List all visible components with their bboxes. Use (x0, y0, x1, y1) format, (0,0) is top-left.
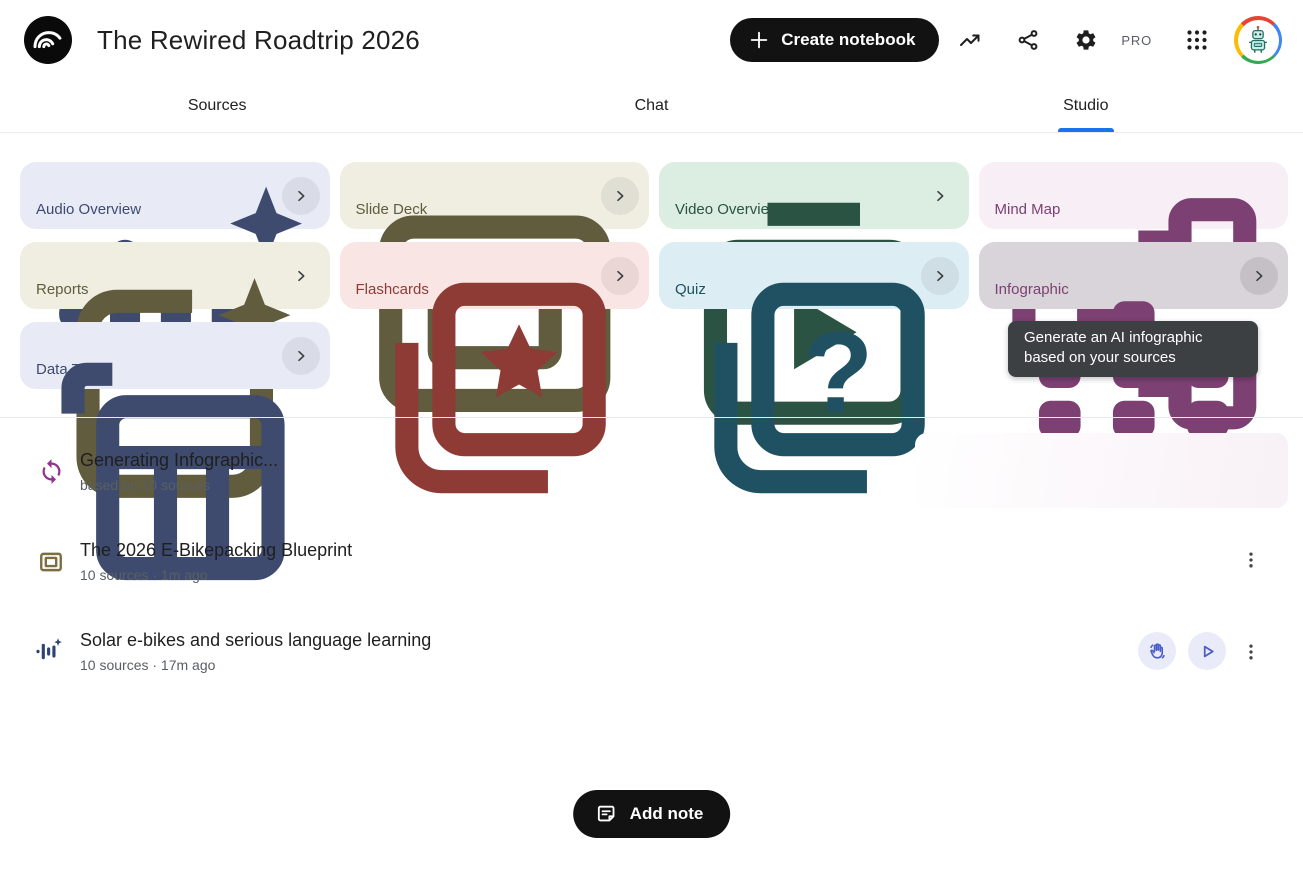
artifact-text: Solar e-bikes and serious language learn… (80, 630, 431, 673)
sync-progress-icon (38, 458, 65, 485)
card-infographic[interactable]: Infographic (978, 242, 1288, 438)
card-label: Data Table (36, 361, 108, 378)
chevron-right-icon[interactable] (601, 176, 639, 215)
slide-deck-icon (38, 549, 64, 575)
card-label: Infographic (994, 281, 1069, 298)
artifact-row-slide-deck[interactable]: The 2026 E-Bikepacking Blueprint 10 sour… (0, 520, 1303, 610)
card-label: Reports (36, 281, 89, 298)
chevron-right-icon[interactable] (282, 257, 320, 295)
plus-icon (748, 29, 770, 51)
artifact-subtitle: 10 sources · 17m ago (80, 657, 216, 673)
card-flashcards[interactable]: Flashcards (339, 242, 649, 494)
header-actions: Create notebook PRO (730, 16, 1282, 64)
artifact-text: Generating Infographic... based on 10 so… (80, 450, 278, 493)
card-label: Audio Overview (36, 201, 142, 218)
infographic-tooltip: Generate an AI infographic based on your… (1008, 321, 1258, 377)
main-tabs: Sources Chat Studio (0, 80, 1303, 133)
trending-up-icon[interactable] (958, 28, 982, 52)
card-label: Mind Map (994, 201, 1061, 218)
audio-waveform-sparkle-icon (34, 637, 63, 666)
studio-divider (0, 417, 1303, 418)
app-header: The Rewired Roadtrip 2026 Create noteboo… (0, 0, 1303, 80)
svg-text:?: ? (803, 307, 874, 437)
card-video-overview[interactable]: Video Overview (659, 162, 969, 425)
user-avatar[interactable] (1234, 16, 1282, 64)
add-note-label: Add note (629, 804, 704, 823)
artifact-title: Generating Infographic... (80, 450, 279, 470)
notebooklm-logo-icon[interactable] (24, 16, 72, 64)
quiz-icon: ? (675, 255, 953, 533)
interactive-mode-button[interactable] (1138, 632, 1176, 670)
tab-studio[interactable]: Studio (869, 80, 1303, 132)
create-notebook-button[interactable]: Create notebook (730, 18, 940, 62)
card-label: Flashcards (355, 281, 429, 298)
artifact-title: The 2026 E-Bikepacking Blueprint (80, 540, 353, 560)
pro-badge: PRO (1121, 32, 1152, 48)
tab-chat[interactable]: Chat (634, 97, 669, 114)
chevron-right-icon[interactable] (281, 336, 320, 375)
create-notebook-label: Create notebook (781, 30, 916, 49)
chevron-right-icon[interactable] (1240, 256, 1278, 295)
card-data-table[interactable]: Data Table (20, 322, 330, 581)
artifact-subtitle: based on 10 sources (80, 477, 210, 493)
tooltip-line1: Generate an AI infographic (1024, 329, 1203, 346)
card-label: Video Overview (675, 201, 780, 218)
generating-shimmer-placeholder (915, 433, 1288, 508)
artifact-text: The 2026 E-Bikepacking Blueprint 10 sour… (80, 540, 352, 583)
studio-cards-grid: Audio Overview Slide Deck Video Overview… (20, 162, 1288, 581)
card-quiz[interactable]: ? Quiz (659, 242, 969, 494)
tab-sources[interactable]: Sources (187, 97, 247, 114)
data-table-icon (36, 335, 314, 613)
card-slide-deck[interactable]: Slide Deck (339, 162, 649, 413)
card-label: Quiz (675, 281, 706, 298)
card-reports[interactable]: Reports (20, 242, 330, 498)
gear-icon[interactable] (1074, 28, 1098, 52)
chevron-right-icon[interactable] (601, 256, 639, 295)
more-vert-icon[interactable] (1239, 640, 1263, 664)
artifact-row-audio-overview[interactable]: Solar e-bikes and serious language learn… (0, 610, 1303, 700)
flashcards-icon (356, 255, 634, 533)
notebook-title[interactable]: The Rewired Roadtrip 2026 (97, 24, 420, 55)
chevron-right-icon[interactable] (921, 177, 959, 215)
add-note-button[interactable]: Add note (572, 790, 731, 838)
robot-avatar-image (1237, 19, 1279, 61)
artifact-row-generating-infographic[interactable]: Generating Infographic... based on 10 so… (0, 430, 1303, 520)
tooltip-line2: based on your sources (1024, 349, 1176, 366)
note-icon (595, 803, 617, 825)
card-label: Slide Deck (355, 201, 428, 218)
card-mind-map[interactable]: Mind Map (978, 162, 1288, 430)
play-button[interactable] (1188, 632, 1226, 670)
artifact-title: Solar e-bikes and serious language learn… (80, 630, 432, 650)
artifact-subtitle: 10 sources · 1m ago (80, 567, 208, 583)
interactive-hand-icon (1147, 641, 1168, 662)
chevron-right-icon[interactable] (281, 176, 320, 215)
chevron-right-icon[interactable] (920, 256, 959, 295)
card-audio-overview[interactable]: Audio Overview (20, 162, 330, 388)
more-vert-icon[interactable] (1239, 548, 1263, 572)
share-icon[interactable] (1016, 28, 1040, 52)
play-icon (1198, 642, 1217, 661)
apps-grid-icon[interactable] (1185, 28, 1209, 52)
